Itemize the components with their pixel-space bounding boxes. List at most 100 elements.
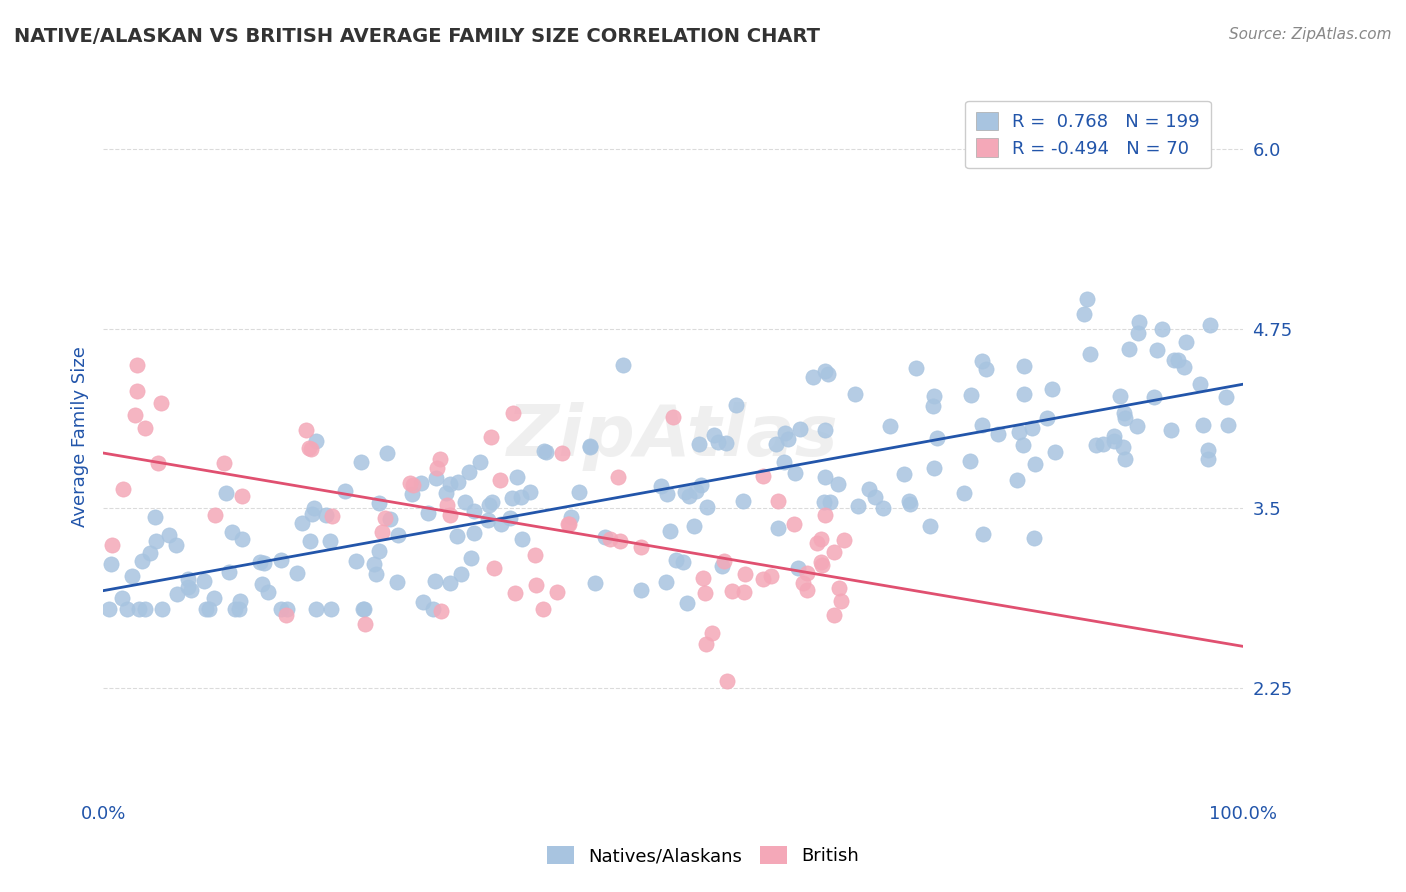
Point [121, 569, 143, 583]
Point [143, 510, 166, 524]
Point [531, 601, 554, 615]
Point [429, 452, 451, 467]
Point [972, 527, 994, 541]
Point [724, 398, 747, 412]
Point [789, 422, 811, 436]
Point [446, 529, 468, 543]
Point [1175, 334, 1198, 349]
Text: NATIVE/ALASKAN VS BRITISH AVERAGE FAMILY SIZE CORRELATION CHART: NATIVE/ALASKAN VS BRITISH AVERAGE FAMILY… [14, 27, 820, 45]
Point [778, 432, 800, 446]
Point [249, 555, 271, 569]
Point [1114, 452, 1136, 467]
Point [482, 561, 505, 575]
Text: ZipAtlas: ZipAtlas [508, 402, 839, 471]
Point [276, 602, 298, 616]
Point [1014, 387, 1036, 401]
Point [146, 456, 169, 470]
Point [439, 575, 461, 590]
Point [893, 467, 915, 482]
Point [786, 560, 808, 574]
Point [1142, 390, 1164, 404]
Point [1152, 322, 1174, 336]
Point [321, 508, 343, 523]
Point [509, 491, 531, 505]
Point [436, 499, 458, 513]
Point [374, 511, 396, 525]
Point [688, 437, 710, 451]
Point [375, 445, 398, 459]
Point [897, 494, 920, 508]
Point [501, 491, 523, 506]
Point [766, 493, 789, 508]
Point [134, 602, 156, 616]
Point [752, 468, 775, 483]
Point [734, 566, 756, 581]
Point [270, 552, 292, 566]
Point [846, 499, 869, 513]
Point [1091, 437, 1114, 451]
Point [568, 485, 591, 500]
Point [827, 581, 849, 595]
Point [813, 423, 835, 437]
Point [481, 494, 503, 508]
Point [1160, 423, 1182, 437]
Point [678, 490, 700, 504]
Point [297, 442, 319, 456]
Point [402, 478, 425, 492]
Point [783, 516, 806, 531]
Point [1076, 292, 1098, 306]
Point [813, 495, 835, 509]
Point [111, 591, 134, 605]
Point [879, 419, 901, 434]
Point [759, 569, 782, 583]
Point [655, 575, 678, 590]
Point [287, 566, 309, 580]
Point [844, 387, 866, 401]
Point [792, 576, 814, 591]
Point [675, 596, 697, 610]
Point [231, 532, 253, 546]
Point [920, 518, 942, 533]
Point [557, 517, 579, 532]
Point [477, 513, 499, 527]
Point [773, 455, 796, 469]
Point [1112, 441, 1135, 455]
Point [796, 583, 818, 598]
Point [439, 508, 461, 522]
Point [212, 456, 235, 470]
Point [363, 557, 385, 571]
Point [1128, 315, 1150, 329]
Point [364, 567, 387, 582]
Point [291, 516, 314, 531]
Point [665, 553, 688, 567]
Point [695, 637, 717, 651]
Point [1102, 434, 1125, 448]
Point [434, 486, 457, 500]
Point [801, 369, 824, 384]
Point [721, 583, 744, 598]
Point [714, 435, 737, 450]
Point [176, 572, 198, 586]
Point [231, 489, 253, 503]
Point [138, 545, 160, 559]
Point [1216, 417, 1239, 432]
Point [534, 444, 557, 458]
Legend: R =  0.768   N = 199, R = -0.494   N = 70: R = 0.768 N = 199, R = -0.494 N = 70 [966, 101, 1211, 169]
Point [832, 533, 855, 547]
Point [716, 673, 738, 688]
Point [115, 602, 138, 616]
Point [814, 364, 837, 378]
Point [1188, 376, 1211, 391]
Point [703, 428, 725, 442]
Point [409, 476, 432, 491]
Point [387, 528, 409, 542]
Point [959, 454, 981, 468]
Point [416, 507, 439, 521]
Point [463, 526, 485, 541]
Point [302, 500, 325, 515]
Point [1192, 417, 1215, 432]
Point [814, 508, 837, 522]
Point [630, 582, 652, 597]
Point [583, 575, 606, 590]
Point [1114, 406, 1136, 420]
